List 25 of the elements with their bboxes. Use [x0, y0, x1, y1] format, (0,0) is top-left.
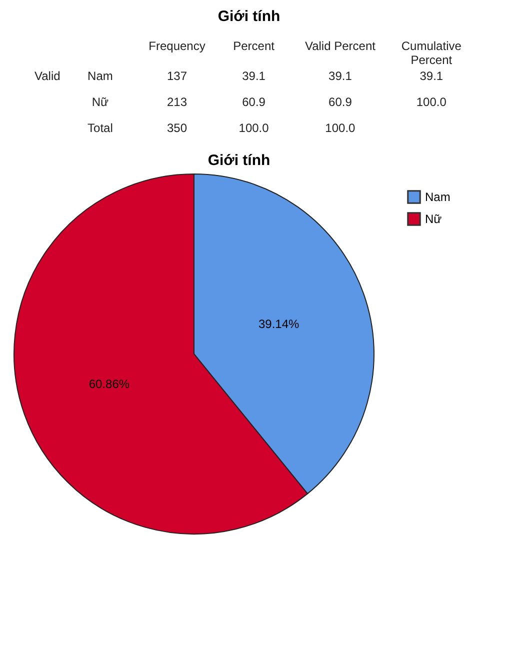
- text: Percent: [233, 39, 276, 53]
- legend-label: Nữ: [425, 212, 442, 226]
- text: 213: [166, 95, 188, 109]
- text: Giới tính: [218, 8, 280, 25]
- text: 60.9: [328, 95, 352, 109]
- text: Valid Percent: [304, 39, 376, 53]
- text: Valid: [34, 69, 60, 83]
- text: Cumulative Percent: [401, 39, 462, 67]
- text: Total: [88, 121, 113, 135]
- legend-label: Nam: [425, 190, 450, 204]
- text: 350: [166, 121, 188, 135]
- text: 100.0: [416, 95, 447, 109]
- data-label: 39.14%: [258, 316, 300, 331]
- text: Frequency: [148, 39, 206, 53]
- text: 100.0: [238, 121, 270, 135]
- text: 100.0: [325, 121, 356, 135]
- chart-title: Giới tính: [208, 152, 270, 169]
- text: Nam: [88, 69, 113, 83]
- text: Nữ: [92, 95, 109, 109]
- data-label: 60.86%: [88, 377, 130, 392]
- text: 137: [166, 69, 188, 83]
- text: 39.1: [420, 69, 444, 83]
- text: 39.1: [328, 69, 352, 83]
- text: 60.9: [242, 95, 266, 109]
- text: 39.1: [242, 69, 266, 83]
